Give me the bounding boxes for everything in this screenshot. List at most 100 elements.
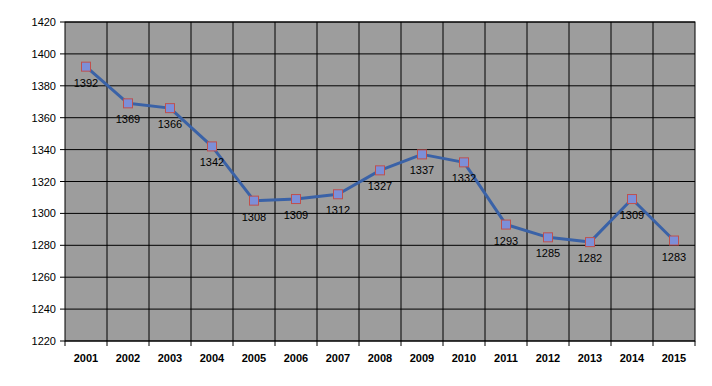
x-grid-line [149,22,150,341]
x-tick-label: 2006 [284,352,308,364]
y-grid-line [65,53,695,54]
x-tick-label: 2008 [368,352,392,364]
data-label: 1332 [452,172,476,184]
x-tick-label: 2004 [200,352,225,364]
y-tick-label: 1280 [32,239,56,251]
marker [166,104,175,113]
y-tick [60,245,65,246]
y-grid-line [65,309,695,310]
x-grid-line [233,22,234,341]
y-tick-label: 1340 [32,144,56,156]
data-label: 1282 [578,252,602,264]
x-tick [191,341,192,346]
data-label: 1309 [284,209,308,221]
x-tick-label: 2012 [536,352,560,364]
x-grid-line [275,22,276,341]
x-tick [653,341,654,346]
x-tick [233,341,234,346]
marker [124,99,133,108]
y-tick-label: 1260 [32,271,56,283]
data-label: 1337 [410,164,434,176]
y-tick [60,181,65,182]
marker [628,195,637,204]
x-grid-line [569,22,570,341]
data-label: 1327 [368,180,392,192]
y-tick [60,277,65,278]
plot-area [65,22,695,341]
x-tick-label: 2003 [158,352,182,364]
y-tick-label: 1240 [32,303,56,315]
series [82,62,679,246]
data-label: 1308 [242,211,266,223]
y-tick [60,149,65,150]
x-tick-label: 2005 [242,352,266,364]
x-tick-label: 2011 [494,352,518,364]
x-tick-label: 2010 [452,352,476,364]
x-tick [65,341,66,346]
x-grid-line [527,22,528,341]
x-grid-line [317,22,318,341]
x-tick [317,341,318,346]
data-label: 1293 [494,235,518,247]
y-grid-line [65,149,695,150]
y-tick-label: 1220 [32,335,56,347]
y-tick-label: 1300 [32,207,56,219]
x-tick-label: 2009 [410,352,434,364]
y-tick [60,117,65,118]
y-tick [60,85,65,86]
x-tick-label: 2002 [116,352,140,364]
data-label: 1309 [620,209,644,221]
data-label: 1283 [662,251,686,263]
marker [418,150,427,159]
x-tick [149,341,150,346]
x-grid-line [485,22,486,341]
x-tick [569,341,570,346]
marker [586,238,595,247]
y-grid-line [65,213,695,214]
marker [544,233,553,242]
marker [376,166,385,175]
marker [334,190,343,199]
data-label: 1312 [326,204,350,216]
line [86,67,674,242]
y-tick [60,53,65,54]
x-tick [107,341,108,346]
x-tick [485,341,486,346]
x-tick [359,341,360,346]
x-tick [275,341,276,346]
marker [250,196,259,205]
marker [292,195,301,204]
page: {"chart_data": {"type": "line", "categor… [0,0,712,386]
y-tick-label: 1320 [32,176,56,188]
y-grid-line [65,245,695,246]
x-tick-label: 2007 [326,352,350,364]
y-tick [60,309,65,310]
y-grid-line [65,85,695,86]
x-tick [443,341,444,346]
chart: 1220124012601280130013201340136013801400… [0,0,712,386]
y-grid-line [65,277,695,278]
y-tick [60,22,65,23]
y-tick-label: 1420 [32,16,56,28]
x-tick [611,341,612,346]
y-tick-label: 1360 [32,112,56,124]
marker [670,236,679,245]
x-tick [401,341,402,346]
data-label: 1366 [158,118,182,130]
x-tick [695,341,696,346]
data-label: 1392 [74,77,98,89]
y-tick-label: 1400 [32,48,56,60]
x-grid-line [191,22,192,341]
marker [460,158,469,167]
x-tick-label: 2001 [74,352,98,364]
x-grid-line [401,22,402,341]
plot-frame [65,22,695,341]
x-grid-line [653,22,654,341]
y-tick [60,213,65,214]
x-grid-line [107,22,108,341]
x-grid-line [611,22,612,341]
marker [208,142,217,151]
y-tick [60,341,65,342]
data-label: 1342 [200,156,224,168]
x-grid-line [443,22,444,341]
